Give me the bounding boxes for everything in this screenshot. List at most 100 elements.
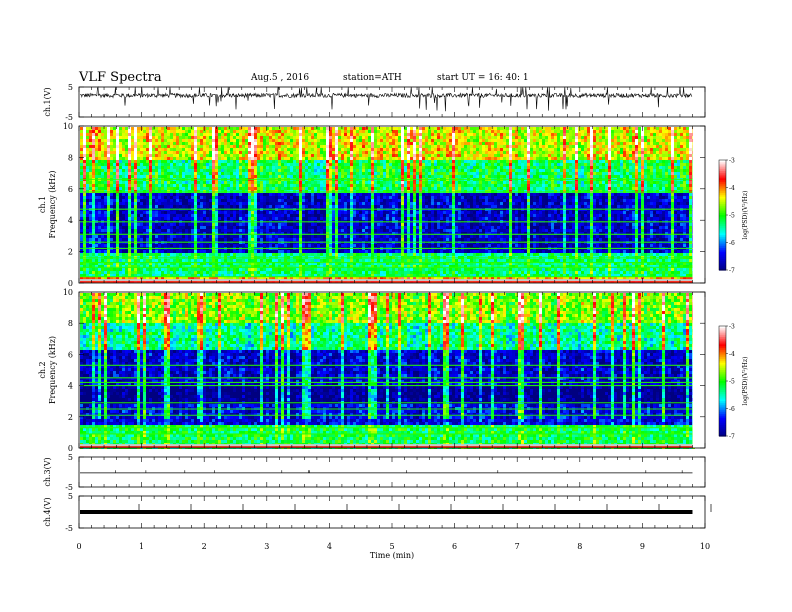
- psd-cell: [326, 202, 329, 205]
- psd-cell: [107, 244, 110, 247]
- psd-cell: [209, 169, 212, 172]
- psd-cell: [269, 205, 272, 208]
- psd-cell: [356, 214, 359, 217]
- psd-cell: [227, 226, 230, 229]
- psd-cell: [140, 238, 143, 241]
- psd-cell: [95, 151, 98, 154]
- psd-cell: [215, 136, 218, 139]
- psd-cell: [323, 145, 326, 148]
- psd-cell: [317, 160, 320, 163]
- psd-cell: [221, 196, 224, 199]
- psd-cell: [239, 253, 242, 256]
- psd-cell: [248, 157, 251, 160]
- psd-cell: [143, 199, 146, 202]
- psd-cell: [257, 160, 260, 163]
- psd-cell: [299, 196, 302, 199]
- psd-cell: [113, 253, 116, 256]
- psd-cell: [98, 151, 101, 154]
- psd-cell: [242, 145, 245, 148]
- psd-cell: [251, 223, 254, 226]
- psd-cell: [269, 184, 272, 187]
- psd-cell: [314, 175, 317, 178]
- psd-cell: [104, 163, 107, 166]
- psd-cell: [269, 181, 272, 184]
- psd-cell: [212, 127, 215, 130]
- psd-cell: [260, 199, 263, 202]
- psd-cell: [248, 166, 251, 169]
- psd-cell: [209, 265, 212, 268]
- psd-cell: [191, 235, 194, 238]
- psd-cell: [245, 253, 248, 256]
- psd-cell: [245, 202, 248, 205]
- psd-cell: [122, 154, 125, 157]
- psd-cell: [236, 223, 239, 226]
- psd-cell: [272, 148, 275, 151]
- psd-cell: [293, 187, 296, 190]
- psd-cell: [242, 214, 245, 217]
- psd-cell: [221, 217, 224, 220]
- psd-cell: [200, 148, 203, 151]
- psd-cell: [134, 160, 137, 163]
- psd-cell: [200, 232, 203, 235]
- psd-cell: [254, 163, 257, 166]
- psd-cell: [182, 187, 185, 190]
- psd-cell: [110, 271, 113, 274]
- psd-cell: [290, 172, 293, 175]
- psd-cell: [230, 166, 233, 169]
- psd-cell: [116, 151, 119, 154]
- psd-cell: [200, 253, 203, 256]
- psd-cell: [200, 136, 203, 139]
- psd-cell: [263, 127, 266, 130]
- psd-cell: [176, 163, 179, 166]
- psd-cell: [188, 139, 191, 142]
- psd-cell: [80, 169, 83, 172]
- psd-cell: [314, 142, 317, 145]
- psd-cell: [257, 172, 260, 175]
- psd-cell: [212, 154, 215, 157]
- psd-cell: [230, 253, 233, 256]
- psd-cell: [239, 268, 242, 271]
- psd-cell: [221, 235, 224, 238]
- psd-cell: [290, 139, 293, 142]
- psd-cell: [158, 163, 161, 166]
- psd-cell: [356, 157, 359, 160]
- psd-cell: [320, 193, 323, 196]
- psd-cell: [131, 268, 134, 271]
- psd-cell: [296, 148, 299, 151]
- psd-cell: [218, 163, 221, 166]
- psd-cell: [233, 187, 236, 190]
- psd-cell: [107, 277, 110, 280]
- psd-cell: [158, 229, 161, 232]
- psd-cell: [155, 139, 158, 142]
- psd-cell: [242, 184, 245, 187]
- psd-cell: [257, 268, 260, 271]
- psd-cell: [107, 154, 110, 157]
- psd-cell: [308, 184, 311, 187]
- psd-cell: [230, 151, 233, 154]
- psd-cell: [89, 277, 92, 280]
- psd-cell: [107, 172, 110, 175]
- psd-cell: [140, 136, 143, 139]
- psd-cell: [140, 226, 143, 229]
- psd-cell: [212, 244, 215, 247]
- psd-cell: [335, 277, 338, 280]
- psd-cell: [164, 211, 167, 214]
- psd-cell: [206, 154, 209, 157]
- psd-cell: [275, 142, 278, 145]
- psd-cell: [83, 235, 86, 238]
- psd-cell: [284, 223, 287, 226]
- psd-cell: [158, 193, 161, 196]
- psd-cell: [218, 157, 221, 160]
- psd-cell: [86, 274, 89, 277]
- psd-cell: [194, 229, 197, 232]
- psd-cell: [278, 145, 281, 148]
- psd-cell: [227, 238, 230, 241]
- psd-cell: [353, 205, 356, 208]
- psd-cell: [194, 172, 197, 175]
- psd-cell: [167, 253, 170, 256]
- psd-cell: [191, 229, 194, 232]
- psd-cell: [350, 157, 353, 160]
- psd-cell: [197, 238, 200, 241]
- psd-cell: [212, 163, 215, 166]
- psd-cell: [149, 160, 152, 163]
